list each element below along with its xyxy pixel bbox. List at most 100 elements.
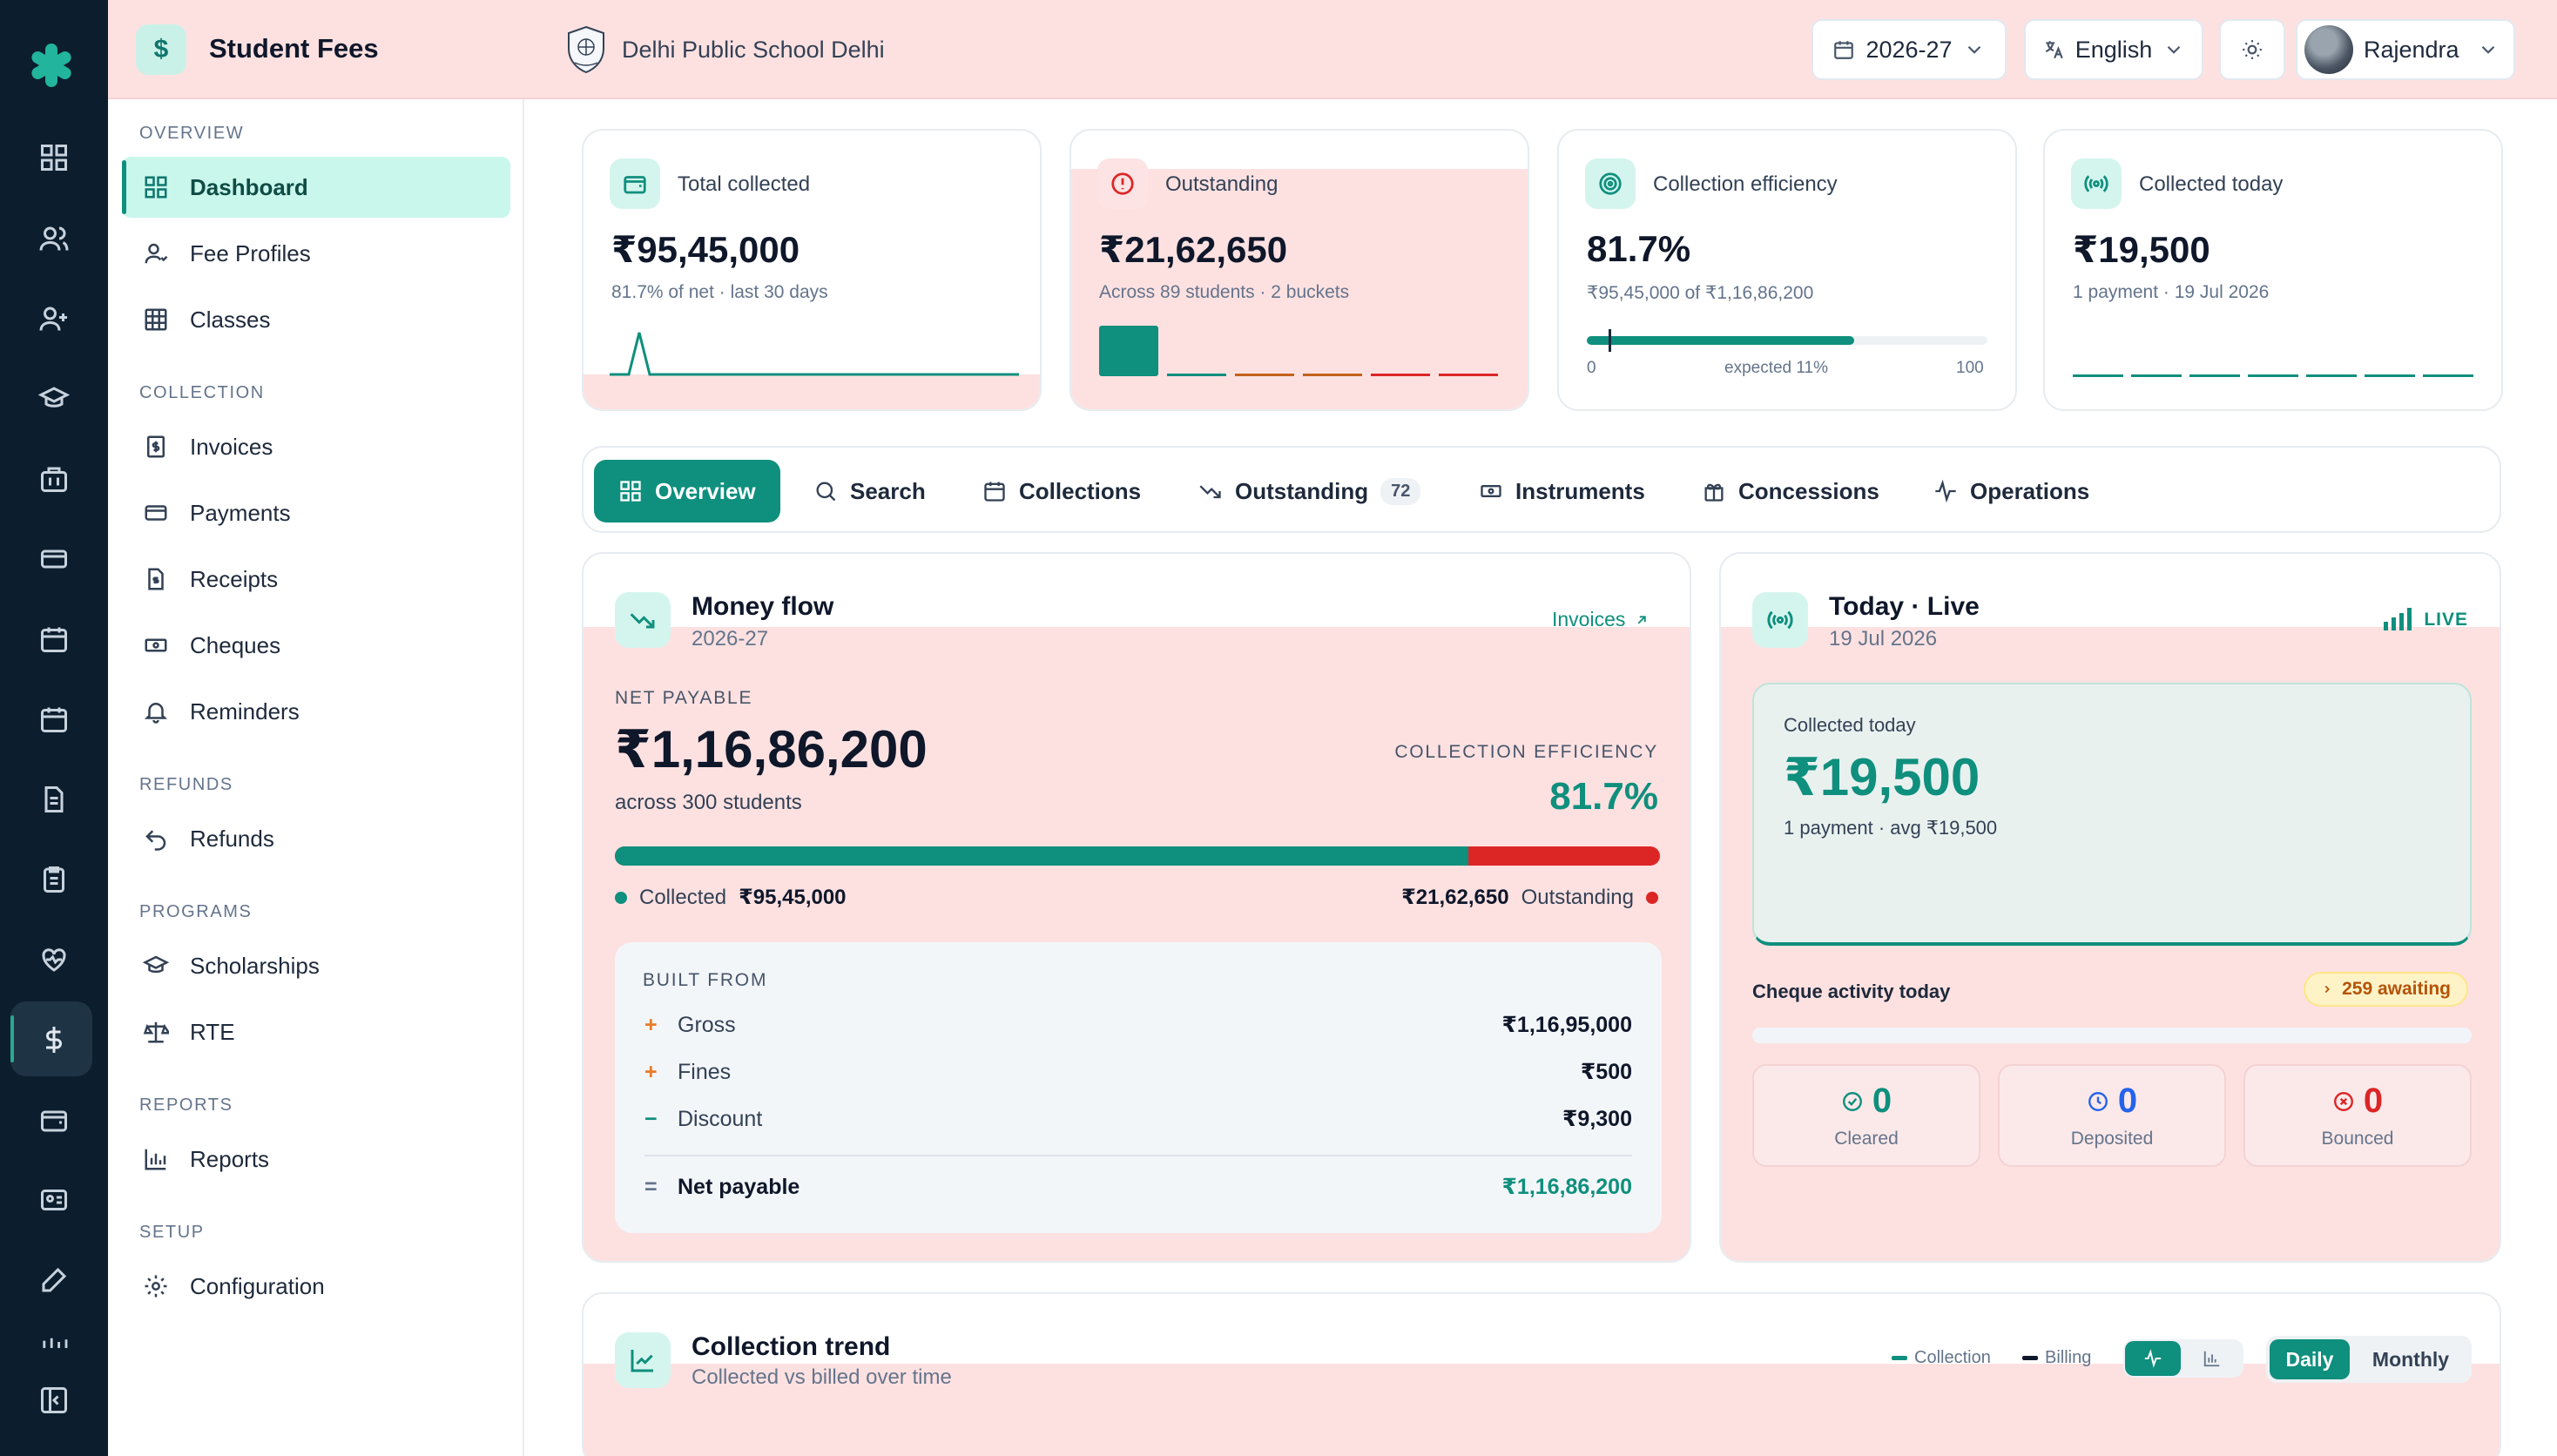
stat-total-collected[interactable]: Total collected ₹95,45,000 81.7% of net … bbox=[582, 129, 1042, 411]
section-collection: COLLECTION bbox=[139, 383, 265, 402]
chart-type-toggle bbox=[2123, 1339, 2243, 1378]
bar-chart-icon bbox=[145, 1149, 166, 1170]
card-icon[interactable] bbox=[33, 538, 75, 580]
graduation-cap-icon[interactable] bbox=[33, 378, 75, 420]
calendar-icon[interactable] bbox=[33, 618, 75, 660]
sidebar-item-receipts[interactable]: Receipts bbox=[122, 549, 510, 610]
cheque-cleared[interactable]: 0 Cleared bbox=[1752, 1064, 1980, 1167]
net-payable-value: ₹1,16,86,200 bbox=[615, 720, 928, 779]
undo-icon bbox=[145, 830, 166, 851]
document-icon[interactable] bbox=[33, 779, 75, 820]
calendar-check-icon[interactable] bbox=[33, 698, 75, 740]
sidebar-item-label: Reminders bbox=[190, 698, 300, 725]
id-card-icon[interactable] bbox=[33, 1179, 75, 1221]
sidebar-item-label: Refunds bbox=[190, 825, 274, 852]
sidebar-item-fee-profiles[interactable]: Fee Profiles bbox=[122, 223, 510, 284]
stat-label: Collected today bbox=[2139, 172, 2284, 196]
stat-label: Collection efficiency bbox=[1653, 172, 1838, 196]
legend-collection-swatch bbox=[1892, 1356, 1907, 1360]
chevron-down-icon bbox=[2481, 45, 2494, 54]
sidebar-item-cheques[interactable]: Cheques bbox=[122, 615, 510, 676]
row-label: Net payable bbox=[678, 1174, 800, 1199]
efficiency-min: 0 bbox=[1587, 359, 1596, 377]
sidebar-item-refunds[interactable]: Refunds bbox=[122, 808, 510, 869]
cheque-activity-label: Cheque activity today bbox=[1752, 981, 1951, 1002]
stat-collected-today[interactable]: Collected today ₹19,500 1 payment · 19 J… bbox=[2043, 129, 2503, 411]
tab-instruments[interactable]: Instruments bbox=[1479, 460, 1645, 522]
outstanding-legend: ₹21,62,650 Outstanding bbox=[1401, 885, 1658, 910]
tab-overview[interactable]: Overview bbox=[594, 460, 780, 522]
collected-legend: Collected ₹95,45,000 bbox=[615, 885, 847, 910]
built-row-fines: + Fines ₹500 bbox=[644, 1059, 1632, 1085]
tab-label: Outstanding bbox=[1235, 477, 1369, 504]
tab-concessions[interactable]: Concessions bbox=[1702, 460, 1879, 522]
collected-today-sub: 1 payment · avg ₹19,500 bbox=[1784, 817, 1998, 839]
user-name: Rajendra bbox=[2364, 36, 2459, 63]
sidebar-item-rte[interactable]: RTE bbox=[122, 1001, 510, 1062]
chevron-right-icon bbox=[2324, 985, 2331, 994]
row-label: Gross bbox=[678, 1012, 736, 1037]
app-title: Student Fees bbox=[209, 33, 379, 64]
sidebar-item-configuration[interactable]: Configuration bbox=[122, 1256, 510, 1317]
target-icon bbox=[1585, 158, 1636, 209]
clipboard-icon[interactable] bbox=[33, 859, 75, 900]
users-icon[interactable] bbox=[33, 218, 75, 260]
sidebar-item-classes[interactable]: Classes bbox=[122, 289, 510, 350]
line-chart-icon bbox=[615, 1332, 671, 1388]
edit-icon[interactable] bbox=[33, 1259, 75, 1301]
bar-chart-icon bbox=[2203, 1351, 2220, 1367]
row-value: ₹500 bbox=[1580, 1060, 1632, 1084]
dollar-icon[interactable] bbox=[33, 1019, 75, 1061]
cheque-deposited[interactable]: 0 Deposited bbox=[1998, 1064, 2226, 1167]
invoices-link[interactable]: Invoices bbox=[1552, 608, 1650, 631]
building-icon[interactable] bbox=[33, 458, 75, 500]
check-circle-icon bbox=[1842, 1091, 1862, 1111]
built-row-net: = Net payable ₹1,16,86,200 bbox=[644, 1174, 1632, 1200]
tab-label: Overview bbox=[655, 477, 756, 504]
heart-pulse-icon[interactable] bbox=[33, 939, 75, 981]
sidebar-item-invoices[interactable]: Invoices bbox=[122, 416, 510, 477]
awaiting-badge[interactable]: 259 awaiting bbox=[2304, 972, 2468, 1007]
tab-outstanding[interactable]: Outstanding 72 bbox=[1198, 460, 1421, 522]
bar-chart-toggle[interactable] bbox=[2184, 1341, 2240, 1376]
language-selector[interactable]: English bbox=[2024, 19, 2203, 80]
cheque-bounced[interactable]: 0 Bounced bbox=[2243, 1064, 2472, 1167]
tab-collections[interactable]: Collections bbox=[982, 460, 1141, 522]
stat-collection-efficiency[interactable]: Collection efficiency 81.7% ₹95,45,000 o… bbox=[1557, 129, 2017, 411]
sidebar-item-scholarships[interactable]: Scholarships bbox=[122, 935, 510, 996]
expected-marker bbox=[1609, 329, 1612, 352]
collapse-sidebar-icon[interactable] bbox=[33, 1379, 75, 1421]
sidebar-item-dashboard[interactable]: Dashboard bbox=[122, 157, 510, 218]
line-chart-toggle[interactable] bbox=[2125, 1341, 2181, 1376]
banknote-icon bbox=[145, 638, 167, 652]
tab-search[interactable]: Search bbox=[813, 460, 926, 522]
tab-operations[interactable]: Operations bbox=[1933, 460, 2089, 522]
sidebar-item-payments[interactable]: Payments bbox=[122, 482, 510, 543]
bar-chart-icon[interactable] bbox=[33, 1331, 75, 1353]
invoice-icon bbox=[147, 435, 165, 458]
wallet-icon[interactable] bbox=[33, 1099, 75, 1141]
collected-label: Collected bbox=[639, 885, 727, 909]
app-logo-icon[interactable] bbox=[26, 40, 77, 91]
user-menu[interactable]: Rajendra bbox=[2296, 19, 2515, 80]
avatar bbox=[2304, 25, 2353, 74]
sidebar-item-reports[interactable]: Reports bbox=[122, 1129, 510, 1190]
outstanding-count-badge: 72 bbox=[1380, 477, 1421, 505]
money-flow-year: 2026-27 bbox=[692, 627, 769, 650]
sidebar-item-reminders[interactable]: Reminders bbox=[122, 681, 510, 742]
trending-down-icon bbox=[1199, 485, 1221, 499]
monthly-button[interactable]: Monthly bbox=[2371, 1347, 2450, 1371]
daily-button[interactable]: Daily bbox=[2270, 1339, 2350, 1379]
stat-outstanding[interactable]: Outstanding ₹21,62,650 Across 89 student… bbox=[1069, 129, 1529, 411]
theme-toggle[interactable] bbox=[2219, 19, 2285, 80]
legend-collection: Collection bbox=[1892, 1348, 1991, 1368]
stat-value: ₹95,45,000 bbox=[611, 229, 800, 270]
receipt-icon bbox=[148, 568, 164, 590]
section-setup: SETUP bbox=[139, 1223, 205, 1242]
arrow-up-right-icon bbox=[1637, 615, 1647, 624]
grid-icon[interactable] bbox=[33, 137, 75, 179]
signal-icon bbox=[2384, 608, 2412, 630]
sidebar-item-label: Scholarships bbox=[190, 952, 320, 979]
year-selector[interactable]: 2026-27 bbox=[1811, 19, 2007, 80]
user-plus-icon[interactable] bbox=[33, 298, 75, 340]
